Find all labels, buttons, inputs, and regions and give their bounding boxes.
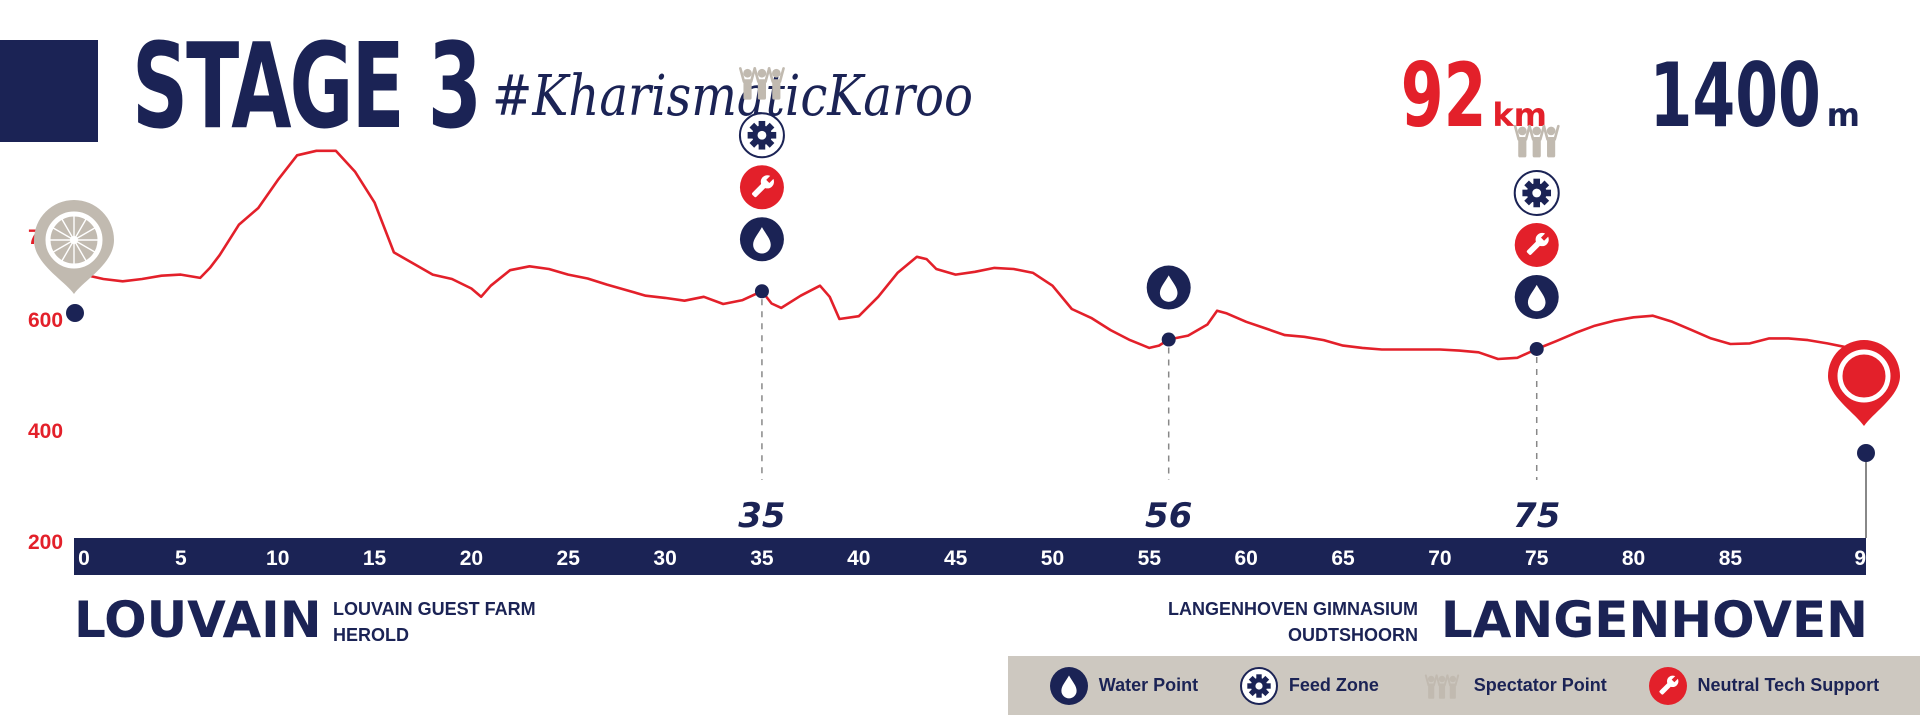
water-drop-icon bbox=[1514, 274, 1559, 319]
y-tick-label: 200 bbox=[28, 531, 63, 554]
spectators-icon bbox=[1513, 124, 1560, 158]
x-tick-label: 85 bbox=[1719, 547, 1743, 570]
legend-item-spectator: Spectator Point bbox=[1420, 666, 1607, 706]
elevation-line bbox=[83, 149, 1867, 361]
finish-location: LANGENHOVEN bbox=[1440, 591, 1868, 649]
waypoint-dot bbox=[1529, 341, 1544, 356]
waypoint-km-label: 56 bbox=[1145, 496, 1192, 536]
waypoint-marker: 75 bbox=[1513, 124, 1560, 536]
x-tick-label: 75 bbox=[1525, 547, 1549, 570]
x-tick-label: 55 bbox=[1138, 547, 1162, 570]
water-drop-icon bbox=[1146, 265, 1191, 310]
climb-value: 1400 bbox=[1649, 44, 1822, 147]
finish-venue-line2: OUDTSHOORN bbox=[1288, 625, 1418, 645]
waypoint-marker: 35 bbox=[738, 67, 786, 536]
legend-label: Feed Zone bbox=[1288, 675, 1379, 695]
cycling-wheel-icon bbox=[34, 200, 114, 294]
legend-item-feed: Feed Zone bbox=[1239, 666, 1379, 706]
x-tick-label: 50 bbox=[1041, 547, 1064, 570]
x-tick-label: 0 bbox=[78, 547, 90, 570]
water-drop-icon bbox=[739, 217, 784, 262]
x-tick-label: 92 bbox=[1854, 547, 1877, 570]
x-tick-label: 80 bbox=[1622, 547, 1645, 570]
finish-marker bbox=[1828, 340, 1900, 538]
legend-item-water: Water Point bbox=[1049, 666, 1198, 706]
start-venue-line2: HEROLD bbox=[333, 625, 409, 645]
hashtag: #KharismaticKaroo bbox=[492, 64, 974, 129]
legend-label: Spectator Point bbox=[1473, 675, 1607, 695]
x-tick-label: 35 bbox=[750, 547, 774, 570]
distance-axis-bar bbox=[74, 538, 1866, 575]
legend-label: Water Point bbox=[1098, 675, 1199, 695]
start-venue-line1: LOUVAIN GUEST FARM bbox=[333, 599, 536, 619]
start-marker bbox=[34, 200, 114, 322]
finish-venue: LANGENHOVEN GIMNASIUM OUDTSHOORN bbox=[1168, 596, 1418, 648]
x-tick-label: 60 bbox=[1234, 547, 1257, 570]
x-tick-label: 20 bbox=[460, 547, 483, 570]
x-tick-label: 65 bbox=[1331, 547, 1355, 570]
stage-title: STAGE 3 bbox=[132, 17, 482, 155]
waypoint-dot bbox=[754, 284, 769, 299]
wrench-icon bbox=[739, 165, 784, 210]
finish-target-icon bbox=[1828, 340, 1900, 426]
start-location: LOUVAIN bbox=[74, 591, 322, 649]
climb-unit: m bbox=[1826, 96, 1860, 134]
wrench-icon bbox=[1648, 666, 1687, 705]
x-tick-label: 25 bbox=[557, 547, 581, 570]
legend-item-tech: Neutral Tech Support bbox=[1648, 666, 1880, 706]
waypoint-km-label: 35 bbox=[738, 496, 785, 536]
x-tick-label: 40 bbox=[847, 547, 870, 570]
wrench-icon bbox=[1514, 222, 1559, 267]
gear-icon bbox=[1239, 666, 1278, 705]
start-venue: LOUVAIN GUEST FARM HEROLD bbox=[333, 596, 536, 648]
finish-dot bbox=[1857, 444, 1875, 462]
waypoint-marker: 56 bbox=[1145, 265, 1192, 536]
x-tick-label: 45 bbox=[944, 547, 968, 570]
x-tick-label: 15 bbox=[363, 547, 387, 570]
waypoint-dot bbox=[1161, 332, 1176, 347]
gear-icon bbox=[738, 112, 785, 159]
spectators-icon bbox=[1424, 673, 1459, 699]
legend-label: Neutral Tech Support bbox=[1697, 675, 1880, 695]
y-tick-label: 400 bbox=[28, 420, 63, 443]
distance-value: 92 bbox=[1401, 44, 1487, 147]
x-tick-label: 5 bbox=[175, 547, 187, 570]
finish-venue-line1: LANGENHOVEN GIMNASIUM bbox=[1167, 599, 1418, 619]
gear-icon bbox=[1513, 169, 1560, 216]
water-drop-icon bbox=[1049, 666, 1088, 705]
legend: Water Point Feed Zone Spectator Point Ne… bbox=[1008, 656, 1920, 715]
spectators-icon bbox=[739, 67, 785, 100]
x-tick-label: 70 bbox=[1428, 547, 1451, 570]
y-tick-label: 600 bbox=[28, 309, 63, 332]
title-color-block bbox=[0, 40, 98, 142]
x-tick-label: 10 bbox=[266, 547, 289, 570]
waypoint-km-label: 75 bbox=[1513, 496, 1560, 536]
start-dot bbox=[66, 304, 84, 322]
x-tick-label: 30 bbox=[653, 547, 676, 570]
